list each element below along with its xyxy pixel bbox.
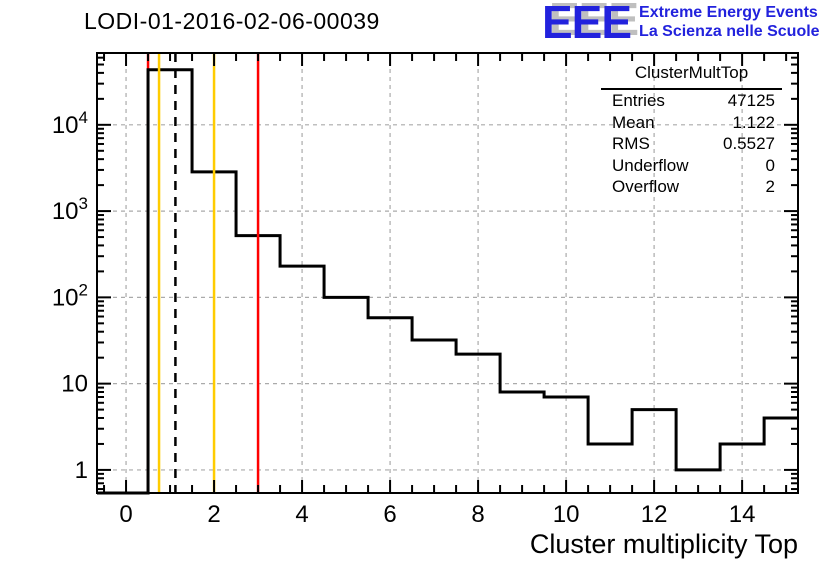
stats-value: 2 [765, 177, 775, 196]
stats-row: Entries 47125 [601, 90, 782, 112]
stats-label: Underflow [612, 155, 689, 175]
x-tick-label: 12 [641, 501, 668, 528]
stats-value: 0.5527 [723, 134, 775, 153]
eee-logo-text: EEE [542, 0, 632, 48]
y-tick-label: 1 [75, 457, 88, 484]
x-tick-label: 6 [383, 501, 396, 528]
stats-box: ClusterMultTop Entries 47125 Mean 1.122 RMS 0… [601, 59, 782, 198]
stats-title: ClusterMultTop [601, 59, 782, 90]
stats-row: Overflow 2 [601, 176, 782, 198]
x-tick-label: 8 [471, 501, 484, 528]
stats-rows: Entries 47125 Mean 1.122 RMS 0.5527 Underflow 0… [601, 90, 782, 198]
stats-label: Entries [612, 91, 665, 110]
y-tick-label: 104 [52, 108, 88, 139]
eee-logo: EEE Extreme Energy Events La Scienza nel… [542, 0, 820, 48]
eee-logo-line1: Extreme Energy Events [639, 4, 818, 21]
stats-value: 47125 [727, 91, 775, 110]
plot-title: LODI-01-2016-02-06-00039 [84, 8, 380, 34]
x-axis-title: Cluster multiplicity Top [529, 529, 798, 559]
eee-logo-line2: La Scienza nelle Scuole [639, 23, 820, 40]
histogram-line [97, 68, 798, 495]
y-tick-label: 10 [61, 371, 88, 398]
stats-row: RMS 0.5527 [601, 133, 782, 155]
x-tick-label: 14 [729, 501, 756, 528]
stats-label: Overflow [612, 177, 680, 196]
x-tick-label: 10 [553, 501, 580, 528]
stats-row: Underflow 0 [601, 155, 782, 177]
stats-label: Mean [612, 112, 655, 132]
stats-value: 1.122 [732, 112, 775, 132]
stats-row: Mean 1.122 [601, 112, 782, 134]
x-tick-label: 4 [295, 501, 308, 528]
y-tick-label: 103 [52, 194, 88, 225]
axis-frame [96, 52, 799, 494]
y-tick-label: 102 [52, 280, 88, 311]
eee-logo-subtitle: Extreme Energy Events La Scienza nelle S… [639, 3, 820, 41]
x-tick-label: 0 [119, 501, 132, 528]
x-tick-label: 2 [207, 501, 220, 528]
stats-label: RMS [612, 134, 650, 153]
stats-value: 0 [765, 155, 775, 175]
